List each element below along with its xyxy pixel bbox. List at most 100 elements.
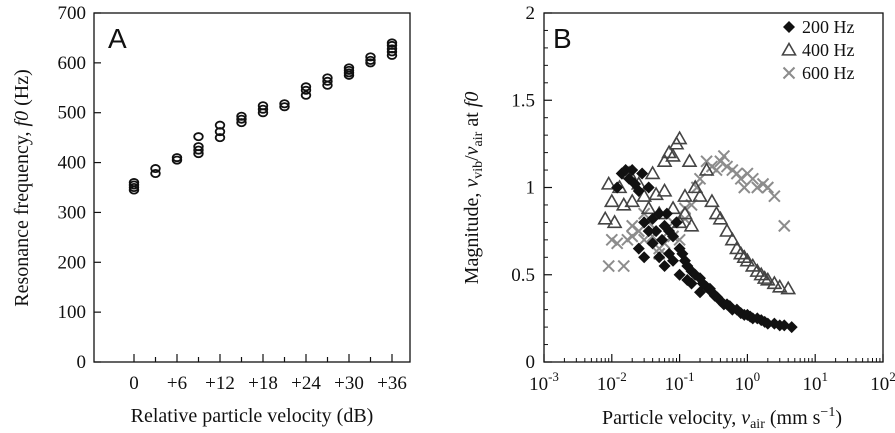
panel-b-point-600-hz [717,149,731,163]
panel-a-x-axis-label: Relative particle velocity (dB) [131,405,374,427]
panel-b-point-400-hz [636,188,653,202]
panel-a-data-point [386,44,398,54]
panel-b-point-600-hz [751,181,764,194]
panel-b-x-tick-label: 101 [802,369,828,395]
panel-b-point-400-hz [656,182,673,197]
panel-b-point-600-hz [746,172,759,185]
legend-marker-600-hz [782,66,796,80]
panel-b-point-400-hz [665,147,681,162]
panel-a-data-point [300,85,312,95]
panel-a-y-tick-label: 600 [58,53,87,74]
panel-b-point-200-hz [685,277,698,290]
panel-b-point-400-hz [615,196,632,211]
panel-b-point-400-hz [724,231,741,246]
panel-b-y-tick-label: 1 [526,178,536,199]
panel-a-x-tick-label: +30 [334,373,364,394]
panel-b-point-400-hz [603,193,620,208]
panel-b-points [597,130,798,334]
panel-b-point-200-hz [619,164,632,177]
panel-b-point-400-hz [677,188,693,202]
legend-label: 400 Hz [802,40,855,60]
panel-a-y-tick-label: 300 [58,202,87,223]
panel-a-x-ticks: 0 +6 +12 +18 +24 +30 +36 [129,354,407,394]
legend-marker-200-hz [783,21,795,33]
panel-a-points [128,38,398,195]
legend-marker-400-hz [781,41,797,56]
panel-a-data-point [257,101,269,111]
panel-b-y-tick-label: 1.5 [511,90,535,111]
panel-b-point-200-hz [636,167,649,180]
panel-b-point-400-hz [597,210,614,225]
panel-a-data-point [214,133,226,143]
panel-a-data-point [214,120,226,130]
panel-a-data-point [386,38,398,48]
panel-b-point-200-hz [638,251,651,264]
panel-a-plot-area [93,12,411,363]
panel-b-point-400-hz [677,205,693,220]
panel-b-point-400-hz [698,161,715,176]
panel-b-point-400-hz [624,193,641,208]
panel-a-y-tick-label: 100 [58,302,87,323]
panel-a-data-point [322,76,333,86]
panel-b-point-200-hz [611,181,624,194]
panel-b-x-tick-label: 100 [735,369,761,395]
panel-b-point-400-hz [719,223,735,237]
panel-b-point-400-hz [640,200,657,215]
panel-b-point-400-hz [753,266,770,281]
panel-b-point-600-hz [761,181,775,194]
panel-a: A 0 100 200 300 400 500 600 700 0 +6 +12 +18 +24 +30… [11,3,411,427]
panel-b-point-600-hz [605,233,619,247]
panel-a-data-point [279,99,290,109]
panel-b-point-200-hz [642,181,655,194]
panel-b-point-400-hz [683,217,700,232]
panel-b-point-200-hz [632,242,645,255]
panel-b-x-tick-label: 10-3 [529,369,559,395]
panel-b-x-tick-label: 102 [870,369,895,395]
panel-b-point-400-hz [756,270,773,284]
panel-b-letter: B [553,23,572,54]
panel-b-point-400-hz [759,271,776,286]
panel-a-data-point [236,114,247,124]
panel-a-data-point [343,63,355,73]
panel-a-y-tick-label: 400 [58,153,87,174]
panel-a-data-point [128,178,140,188]
panel-a-x-tick-label: 0 [129,373,139,394]
panel-a-data-point [193,132,204,142]
panel-b-y-tick-label: 0 [526,352,536,373]
panel-a-data-point [365,52,376,62]
panel-a-y-axis-label: Resonance frequency, f0 (Hz) [11,69,33,307]
panel-b-point-600-hz [617,259,630,273]
panel-b-point-200-hz [667,230,680,243]
panel-a-data-point [300,82,312,92]
panel-b-y-tick-label: 0.5 [511,265,535,286]
panel-b-point-200-hz [660,207,673,220]
panel-a-letter: A [108,23,127,54]
panel-b-point-400-hz [732,245,749,260]
panel-b-point-400-hz [771,278,788,293]
panel-a-data-point [257,104,269,114]
panel-b-point-200-hz [642,225,655,238]
panel-b-point-200-hz [646,237,659,250]
panel-a-data-point [171,153,183,163]
panel-a-data-point [279,102,290,112]
panel-b-point-400-hz [665,200,681,215]
panel-b-point-200-hz [653,251,666,264]
panel-a-y-tick-label: 200 [58,252,87,273]
panel-b-y-tick-label: 2 [526,3,536,24]
panel-b-point-600-hz [720,160,734,173]
panel-b-point-200-hz [658,260,671,273]
panel-b-x-axis-label: Particle velocity, vair (mm s−1) [602,405,842,432]
panel-b-point-400-hz [671,130,688,145]
panel-b-point-200-hz [626,164,639,177]
panel-b-point-200-hz [785,321,798,334]
panel-a-data-point [150,169,161,179]
panel-a-y-tick-label: 0 [77,352,87,373]
panel-b-point-200-hz [650,225,663,238]
panel-b-point-400-hz [712,210,729,225]
panel-b-point-400-hz [736,249,753,263]
panel-b-point-200-hz [694,286,707,299]
panel-b-point-200-hz [673,268,686,281]
panel-b-point-400-hz [739,252,756,267]
panel-a-x-tick-label: +18 [248,373,278,394]
